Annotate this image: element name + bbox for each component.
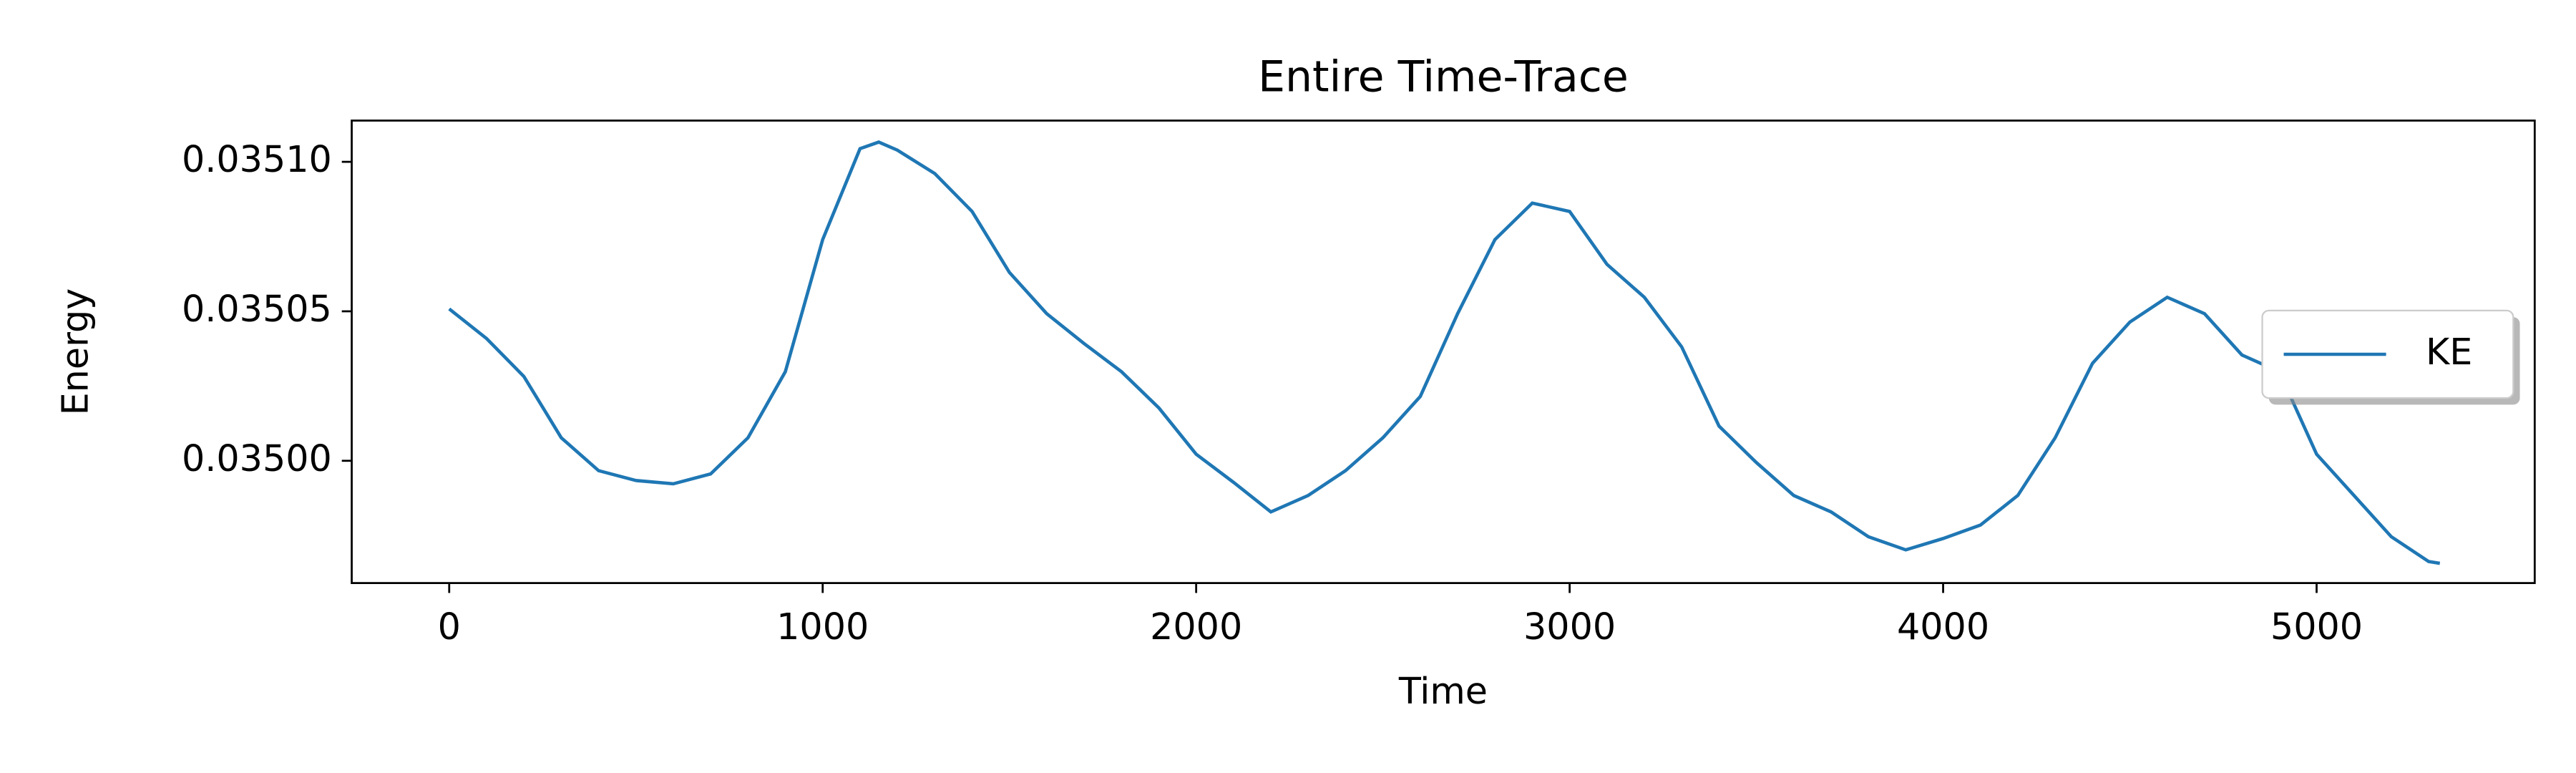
y-tick-label: 0.03500 [182,437,332,480]
x-tick-label: 4000 [1897,606,1989,648]
x-axis-label: Time [1398,670,1488,712]
x-tick-label: 3000 [1523,606,1616,648]
x-tick-label: 2000 [1150,606,1242,648]
legend: KE [2261,309,2520,405]
chart-title: Entire Time-Trace [1258,52,1629,102]
plot-frame [351,120,2536,584]
y-axis-label: Energy [54,288,96,416]
x-tick-label: 1000 [776,606,869,648]
y-tick-label: 0.03510 [182,138,332,180]
x-tick-label: 5000 [2270,606,2363,648]
data-line [448,140,2441,565]
legend-label: KE [2426,331,2472,373]
y-tick-label: 0.03505 [182,288,332,330]
x-tick-label: 0 [438,606,461,648]
legend-box [2261,309,2514,399]
